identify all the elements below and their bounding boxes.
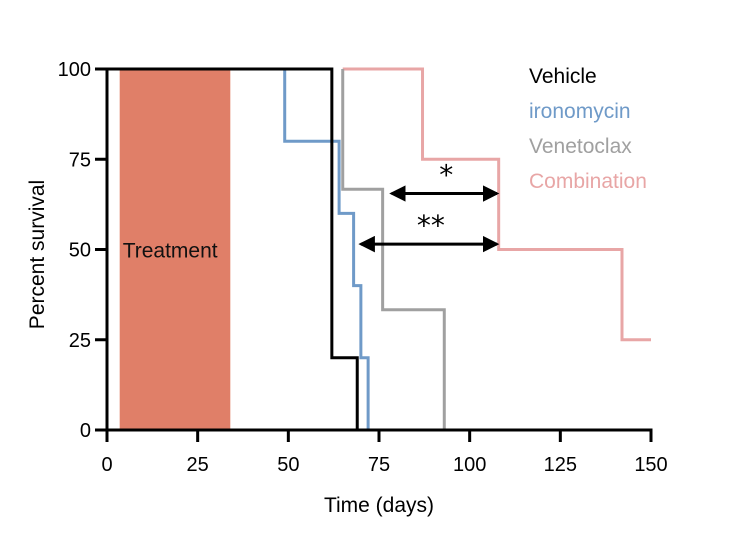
x-tick-label: 100 (453, 454, 486, 476)
x-tick-label: 0 (101, 454, 112, 476)
series-line-combination (342, 67, 651, 342)
significance-label-double: ** (417, 209, 445, 242)
legend-entry-combination: Combination (529, 170, 647, 193)
y-tick-label: 75 (69, 149, 91, 171)
significance-label-single: * (439, 159, 453, 192)
treatment-region (119, 69, 231, 430)
y-tick-label: 50 (69, 240, 91, 262)
shade-layer: Treatment (119, 69, 231, 430)
x-tick-label: 125 (544, 454, 577, 476)
legend-layer: Vehicle ironomycin Venetoclax Combination (529, 65, 647, 193)
y-tick-label: 100 (58, 59, 91, 81)
y-axis-title: Percent survival (26, 180, 49, 329)
legend-entry-ironomycin: ironomycin (529, 100, 631, 123)
x-tick-label: 25 (187, 454, 209, 476)
legend-entry-vehicle: Vehicle (529, 65, 597, 88)
series-line-vehicle (107, 67, 359, 430)
axes-layer: 0 25 50 75 100 0 25 50 75 100 125 150 (58, 59, 668, 476)
treatment-label: Treatment (123, 240, 218, 263)
x-tick-label: 75 (368, 454, 390, 476)
annotation-layer: *** (358, 159, 500, 253)
y-tick-label: 0 (80, 420, 91, 442)
legend-entry-venetoclax: Venetoclax (529, 135, 632, 158)
x-tick-label: 50 (277, 454, 299, 476)
x-axis-title: Time (days) (324, 494, 434, 517)
x-tick-label: 150 (634, 454, 667, 476)
y-tick-label: 25 (69, 330, 91, 352)
series-line-ironomycin (283, 69, 387, 432)
